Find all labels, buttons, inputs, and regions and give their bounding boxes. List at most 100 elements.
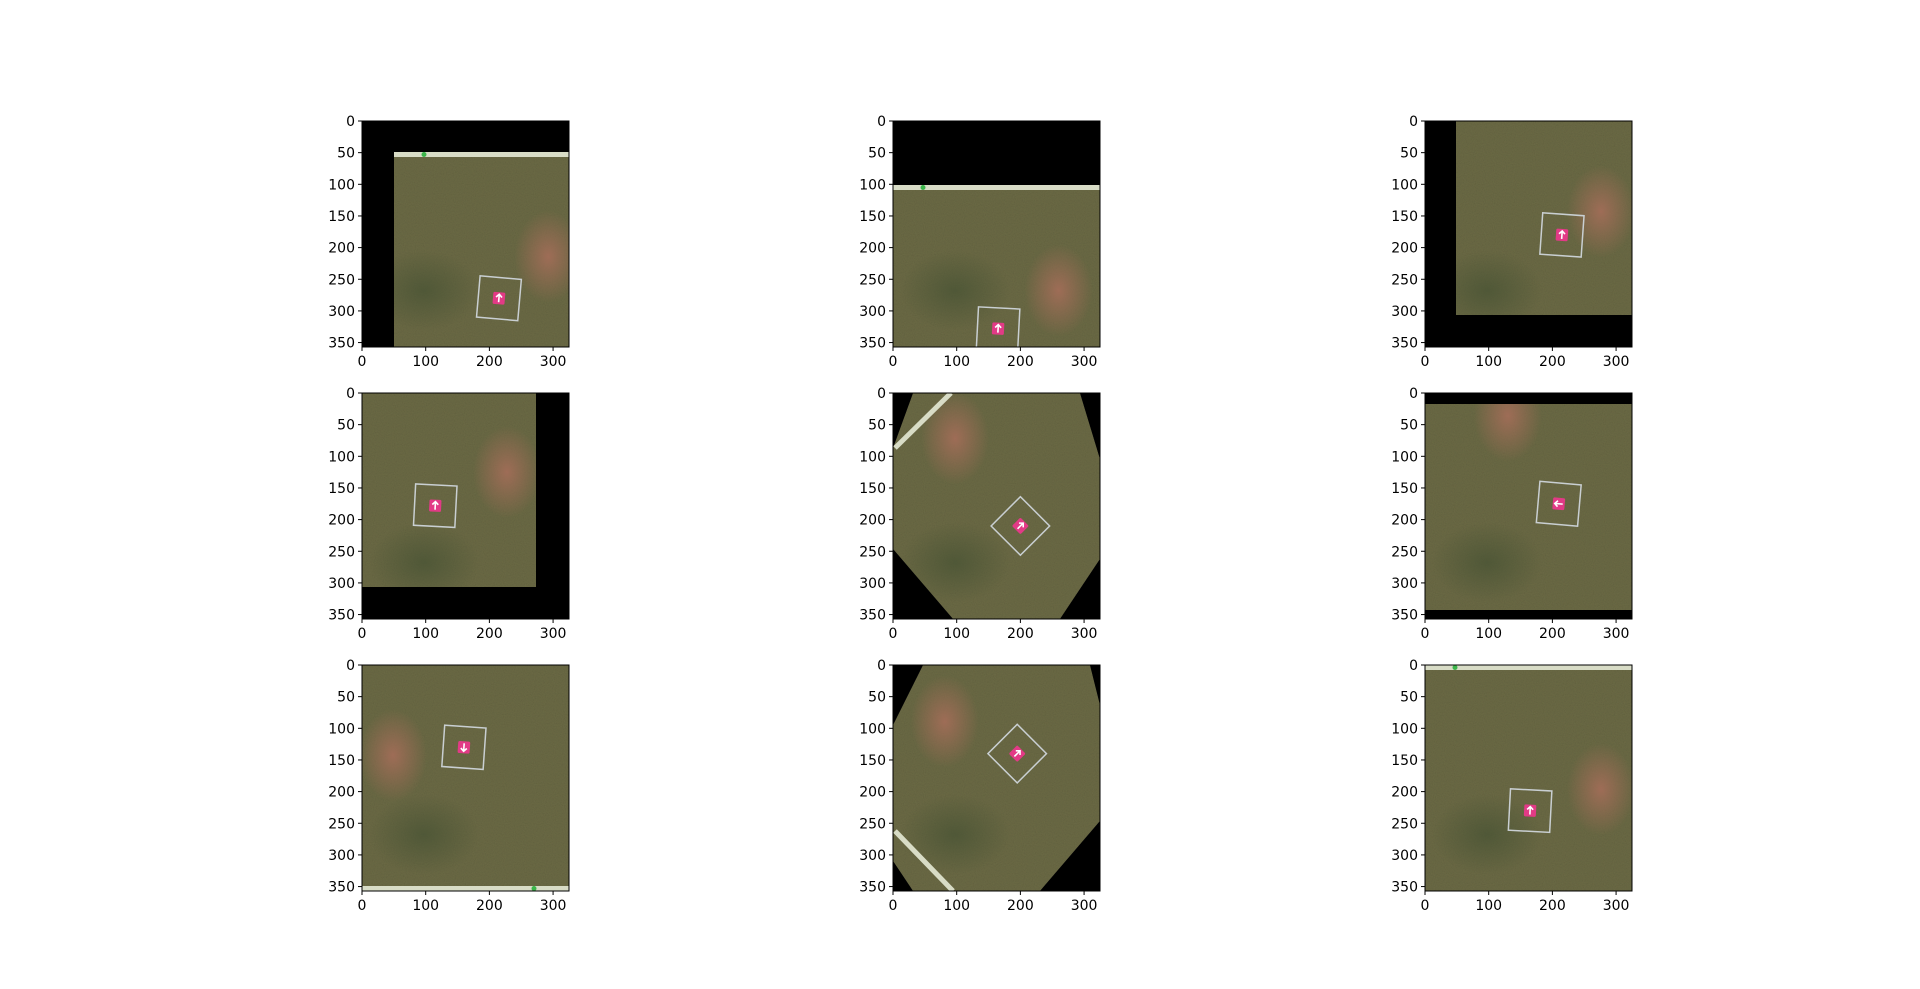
axes-frame [892, 392, 1101, 620]
y-tick-label: 150 [1391, 209, 1418, 225]
y-tick-label: 350 [859, 608, 886, 624]
arrow-icon [1526, 805, 1534, 815]
y-tick-label: 200 [1391, 785, 1418, 801]
y-tick-label: 50 [868, 146, 886, 162]
y-tick-label: 50 [868, 418, 886, 434]
edge-strip [893, 185, 1100, 190]
grass-image [1425, 393, 1632, 619]
x-tick-label: 200 [476, 354, 503, 370]
y-tick-label: 200 [859, 241, 886, 257]
arrow-icon [431, 500, 439, 510]
x-tick-label: 200 [1539, 626, 1566, 642]
axes-frame [361, 392, 570, 620]
y-tick-label: 300 [859, 576, 886, 592]
y-tick-label: 300 [1391, 848, 1418, 864]
axes-frame [892, 120, 1101, 348]
y-tick-label: 0 [877, 658, 886, 674]
y-tick-label: 50 [1400, 418, 1418, 434]
y-tick-label: 0 [346, 658, 355, 674]
y-tick-label: 50 [337, 146, 355, 162]
x-tick-label: 100 [943, 898, 970, 914]
y-tick-label: 100 [1391, 721, 1418, 737]
x-tick-label: 100 [943, 354, 970, 370]
y-tick-label: 200 [328, 513, 355, 529]
y-tick-label: 0 [1409, 658, 1418, 674]
x-tick-label: 0 [889, 626, 898, 642]
y-tick-label: 300 [1391, 576, 1418, 592]
axes-frame [892, 664, 1101, 892]
y-tick-label: 250 [1391, 544, 1418, 560]
y-tick-label: 250 [859, 816, 886, 832]
axes-frame [1424, 120, 1633, 348]
y-tick-label: 100 [328, 721, 355, 737]
x-tick-label: 300 [1071, 354, 1098, 370]
x-tick-label: 0 [358, 898, 367, 914]
x-tick-label: 0 [889, 898, 898, 914]
x-tick-label: 0 [358, 354, 367, 370]
y-tick-label: 0 [346, 114, 355, 130]
y-tick-label: 350 [328, 608, 355, 624]
y-tick-label: 250 [859, 544, 886, 560]
grass-image [1425, 121, 1632, 347]
y-tick-label: 300 [328, 848, 355, 864]
y-tick-label: 300 [328, 576, 355, 592]
y-tick-label: 50 [868, 690, 886, 706]
x-tick-label: 300 [540, 354, 567, 370]
y-tick-label: 100 [328, 177, 355, 193]
grass-image [362, 121, 569, 347]
green-dot [421, 152, 427, 157]
y-tick-label: 350 [1391, 608, 1418, 624]
target-square [1507, 788, 1553, 834]
y-tick-label: 150 [859, 481, 886, 497]
y-tick-label: 200 [859, 513, 886, 529]
grass-image [893, 121, 1100, 347]
y-tick-label: 300 [328, 304, 355, 320]
x-tick-label: 300 [540, 626, 567, 642]
y-tick-label: 0 [877, 386, 886, 402]
axes-frame [361, 120, 570, 348]
x-tick-label: 200 [1007, 626, 1034, 642]
y-tick-label: 100 [1391, 177, 1418, 193]
y-tick-label: 50 [337, 418, 355, 434]
green-dot [531, 886, 537, 891]
x-tick-label: 100 [1475, 354, 1502, 370]
x-tick-label: 100 [412, 626, 439, 642]
x-tick-label: 300 [1603, 626, 1630, 642]
x-tick-label: 200 [1539, 898, 1566, 914]
y-tick-label: 350 [1391, 336, 1418, 352]
y-tick-label: 100 [1391, 449, 1418, 465]
grass-image [893, 665, 1100, 891]
target-square [975, 306, 1021, 347]
y-tick-label: 50 [1400, 690, 1418, 706]
x-tick-label: 300 [1071, 898, 1098, 914]
x-tick-label: 100 [1475, 898, 1502, 914]
x-tick-label: 100 [412, 354, 439, 370]
y-tick-label: 150 [328, 209, 355, 225]
arrow-icon [1558, 229, 1566, 239]
x-tick-label: 100 [943, 626, 970, 642]
y-tick-label: 350 [328, 880, 355, 896]
y-tick-label: 250 [1391, 816, 1418, 832]
y-tick-label: 100 [328, 449, 355, 465]
y-tick-label: 100 [859, 721, 886, 737]
edge-strip [1425, 665, 1632, 670]
edge-strip [893, 829, 955, 891]
x-tick-label: 100 [1475, 626, 1502, 642]
y-tick-label: 250 [328, 272, 355, 288]
x-tick-label: 100 [412, 898, 439, 914]
y-tick-label: 100 [859, 449, 886, 465]
y-tick-label: 50 [337, 690, 355, 706]
target-square [986, 723, 1048, 784]
x-tick-label: 300 [540, 898, 567, 914]
axes-frame [1424, 392, 1633, 620]
y-tick-label: 250 [1391, 272, 1418, 288]
y-tick-label: 250 [328, 544, 355, 560]
grass-image [893, 393, 1100, 619]
y-tick-label: 0 [877, 114, 886, 130]
x-tick-label: 300 [1603, 354, 1630, 370]
